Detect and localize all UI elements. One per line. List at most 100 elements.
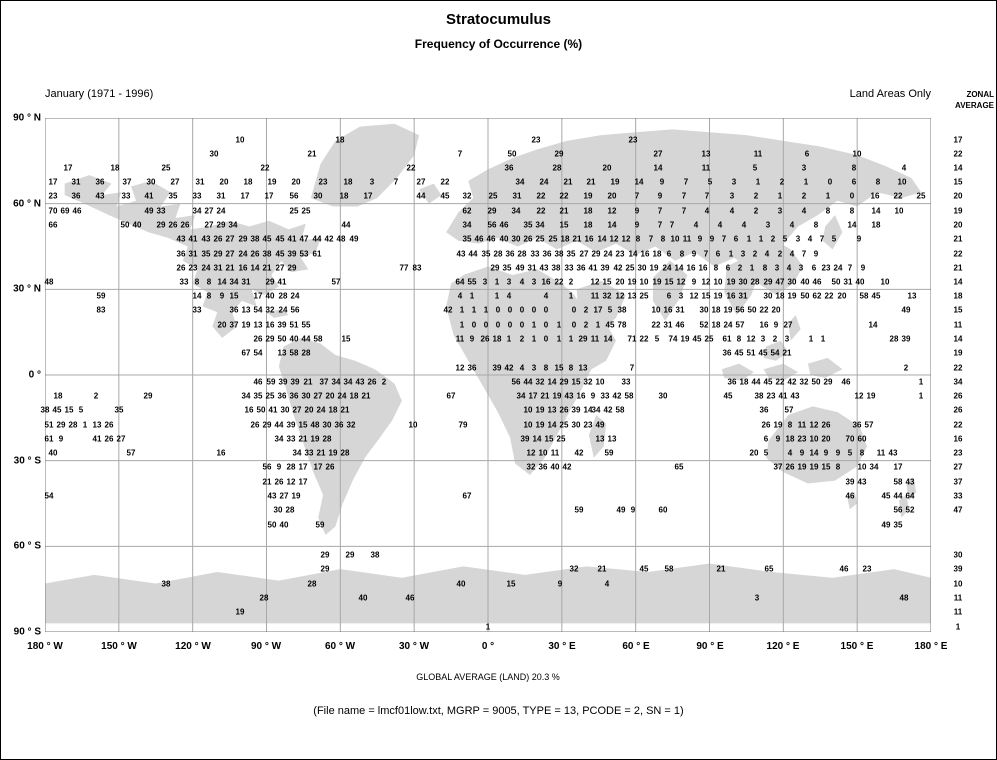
grid-value: 6 (715, 249, 721, 259)
grid-value: 5 (831, 234, 837, 244)
grid-value: 66 (48, 220, 58, 230)
grid-value: 7 (669, 220, 675, 230)
grid-value: 1 (494, 291, 500, 301)
period-label: January (1971 - 1996) (45, 88, 154, 100)
grid-value: 15 (571, 377, 581, 387)
grid-value: 54 (770, 348, 780, 358)
x-axis-label: 150 ° W (101, 641, 137, 652)
grid-value: 29 (559, 377, 569, 387)
grid-value: 11 (876, 448, 886, 458)
grid-value: 69 (60, 206, 70, 216)
grid-value: 20 (291, 177, 301, 187)
grid-value: 30 (280, 405, 290, 415)
grid-value: 21 (340, 405, 350, 415)
grid-value: 42 (612, 391, 622, 401)
grid-value: 26 (367, 377, 377, 387)
india-shape (652, 260, 688, 321)
grid-value: 8 (813, 220, 819, 230)
grid-value: 36 (289, 391, 299, 401)
new-guinea-shape (807, 357, 843, 378)
grid-value: 50 (831, 277, 841, 287)
grid-value: 7 (703, 249, 709, 259)
grid-value: 10 (852, 149, 862, 159)
grid-value: 59 (96, 291, 106, 301)
grid-value: 26 (250, 420, 260, 430)
grid-value: 36 (576, 263, 586, 273)
grid-value: 43 (857, 477, 867, 487)
grid-value: 13 (907, 291, 917, 301)
grid-value: 19 (583, 191, 593, 201)
grid-value: 8 (635, 234, 641, 244)
grid-value: 9 (469, 334, 475, 344)
grid-value: 54 (253, 348, 263, 358)
grid-value: 24 (662, 263, 672, 273)
grid-value: 21 (307, 149, 317, 159)
grid-value: 25 (548, 234, 558, 244)
zonal-average-value: 15 (953, 305, 963, 315)
grid-value: 43 (201, 234, 211, 244)
grid-value: 22 (554, 277, 564, 287)
grid-value: 0 (507, 305, 513, 315)
global-average: GLOBAL AVERAGE (LAND) 20.3 % (416, 672, 560, 682)
grid-value: 9 (823, 448, 829, 458)
grid-value: 26 (785, 462, 795, 472)
grid-value: 28 (307, 579, 317, 589)
grid-value: 16 (686, 263, 696, 273)
grid-value: 33 (192, 305, 202, 315)
grid-value: 14 (653, 163, 663, 173)
grid-value: 40 (48, 448, 58, 458)
grid-value: 21 (361, 391, 371, 401)
grid-value: 0 (571, 320, 577, 330)
grid-value: 3 (765, 220, 771, 230)
grid-value: 54 (44, 491, 54, 501)
grid-value: 3 (531, 277, 537, 287)
grid-value: 40 (265, 291, 275, 301)
zonal-average-value: 37 (953, 477, 963, 487)
grid-value: 19 (809, 462, 819, 472)
grid-value: 45 (871, 291, 881, 301)
zonal-average-value: 14 (953, 163, 963, 173)
grid-value: 35 (481, 249, 491, 259)
grid-value: 12 (286, 477, 296, 487)
grid-value: 3 (777, 206, 783, 216)
zonal-average-value: 19 (953, 206, 963, 216)
grid-value: 35 (462, 234, 472, 244)
grid-value: 23 (583, 420, 593, 430)
grid-value: 38 (250, 234, 260, 244)
grid-value: 1 (918, 377, 924, 387)
grid-value: 12 (676, 277, 686, 287)
grid-value: 10 (538, 448, 548, 458)
grid-value: 28 (889, 334, 899, 344)
grid-value: 9 (58, 434, 64, 444)
grid-value: 21 (597, 564, 607, 574)
grid-value: 21 (586, 177, 596, 187)
grid-value: 2 (770, 234, 776, 244)
grid-value: 40 (132, 220, 142, 230)
grid-value: 46 (839, 564, 849, 574)
grid-value: 8 (660, 234, 666, 244)
grid-value: 28 (278, 291, 288, 301)
grid-value: 12 (701, 277, 711, 287)
grid-value: 1 (568, 291, 574, 301)
grid-value: 19 (652, 277, 662, 287)
grid-value: 1 (469, 291, 475, 301)
grid-value: 26 (523, 234, 533, 244)
grid-value: 10 (235, 135, 245, 145)
grid-value: 18 (492, 334, 502, 344)
grid-value: 0 (571, 305, 577, 315)
grid-value: 28 (301, 348, 311, 358)
grid-value: 40 (855, 277, 865, 287)
grid-value: 34 (241, 391, 251, 401)
grid-value: 0 (519, 320, 525, 330)
grid-value: 40 (289, 334, 299, 344)
grid-value: 47 (775, 277, 785, 287)
grid-value: 4 (787, 448, 793, 458)
eurasia-shape (446, 129, 922, 270)
grid-value: 25 (265, 391, 275, 401)
grid-value: 28 (340, 448, 350, 458)
grid-value: 14 (674, 263, 684, 273)
grid-value: 16 (584, 234, 594, 244)
grid-value: 4 (901, 163, 907, 173)
grid-value: 9 (773, 320, 779, 330)
grid-value: 36 (538, 462, 548, 472)
